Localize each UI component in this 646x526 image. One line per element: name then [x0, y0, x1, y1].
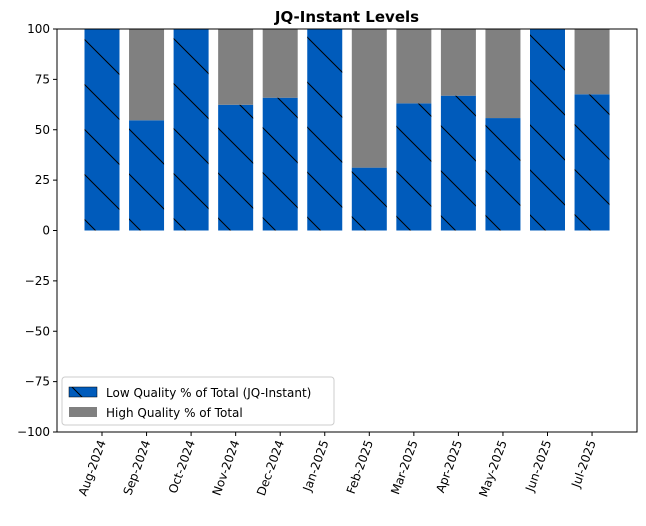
x-tick-label: Jun-2025 [522, 438, 554, 494]
chart-title: JQ-Instant Levels [274, 8, 419, 26]
x-tick-label: Oct-2024 [166, 438, 198, 495]
y-tick-label: −100 [17, 425, 50, 439]
y-tick-label: 0 [42, 224, 50, 238]
x-tick-label: Nov-2024 [209, 438, 242, 497]
y-tick-label: −25 [25, 274, 50, 288]
bar-hatch [307, 29, 343, 231]
y-tick-label: −75 [25, 375, 50, 389]
legend-label-high: High Quality % of Total [106, 406, 243, 420]
bar-hatch [173, 29, 209, 231]
x-tick-label: May-2025 [476, 438, 509, 499]
bar-high-Dec-2024 [262, 29, 298, 98]
y-tick-label: 50 [35, 123, 50, 137]
x-tick-label: Aug-2024 [76, 438, 109, 498]
x-tick-label: Apr-2025 [433, 438, 465, 494]
bar-hatch [84, 29, 120, 231]
x-tick-label: Mar-2025 [388, 438, 421, 496]
bar-hatch [574, 94, 610, 231]
bar-hatch [351, 167, 387, 231]
bar-hatch [440, 95, 476, 231]
y-tick-label: −50 [25, 324, 50, 338]
bar-hatch [129, 120, 165, 231]
bar-high-Feb-2025 [351, 29, 387, 168]
y-tick-label: 100 [27, 22, 50, 36]
bar-hatch [530, 29, 565, 231]
x-tick-label: Sep-2024 [121, 438, 154, 497]
bar-hatch [218, 104, 254, 231]
x-tick-label: Dec-2024 [254, 438, 287, 497]
y-tick-label: 75 [35, 72, 50, 86]
legend: Low Quality % of Total (JQ-Instant) High… [61, 376, 335, 426]
bar-high-May-2025 [485, 29, 521, 119]
legend-swatch-high [69, 407, 97, 417]
bar-high-Nov-2024 [218, 29, 254, 105]
x-tick-label: Feb-2025 [344, 438, 376, 496]
bar-high-Mar-2025 [396, 29, 432, 104]
x-tick-label: Jan-2025 [300, 438, 332, 494]
y-tick-label: 25 [35, 173, 50, 187]
bar-hatch [485, 118, 521, 231]
legend-label-low: Low Quality % of Total (JQ-Instant) [106, 386, 311, 400]
bar-high-Sep-2024 [129, 29, 165, 121]
x-tick-label: Jul-2025 [568, 438, 598, 490]
bar-high-Apr-2025 [440, 29, 476, 96]
bar-hatch [396, 103, 432, 231]
bar-hatch [262, 97, 298, 231]
bar-high-Jul-2025 [574, 29, 610, 95]
